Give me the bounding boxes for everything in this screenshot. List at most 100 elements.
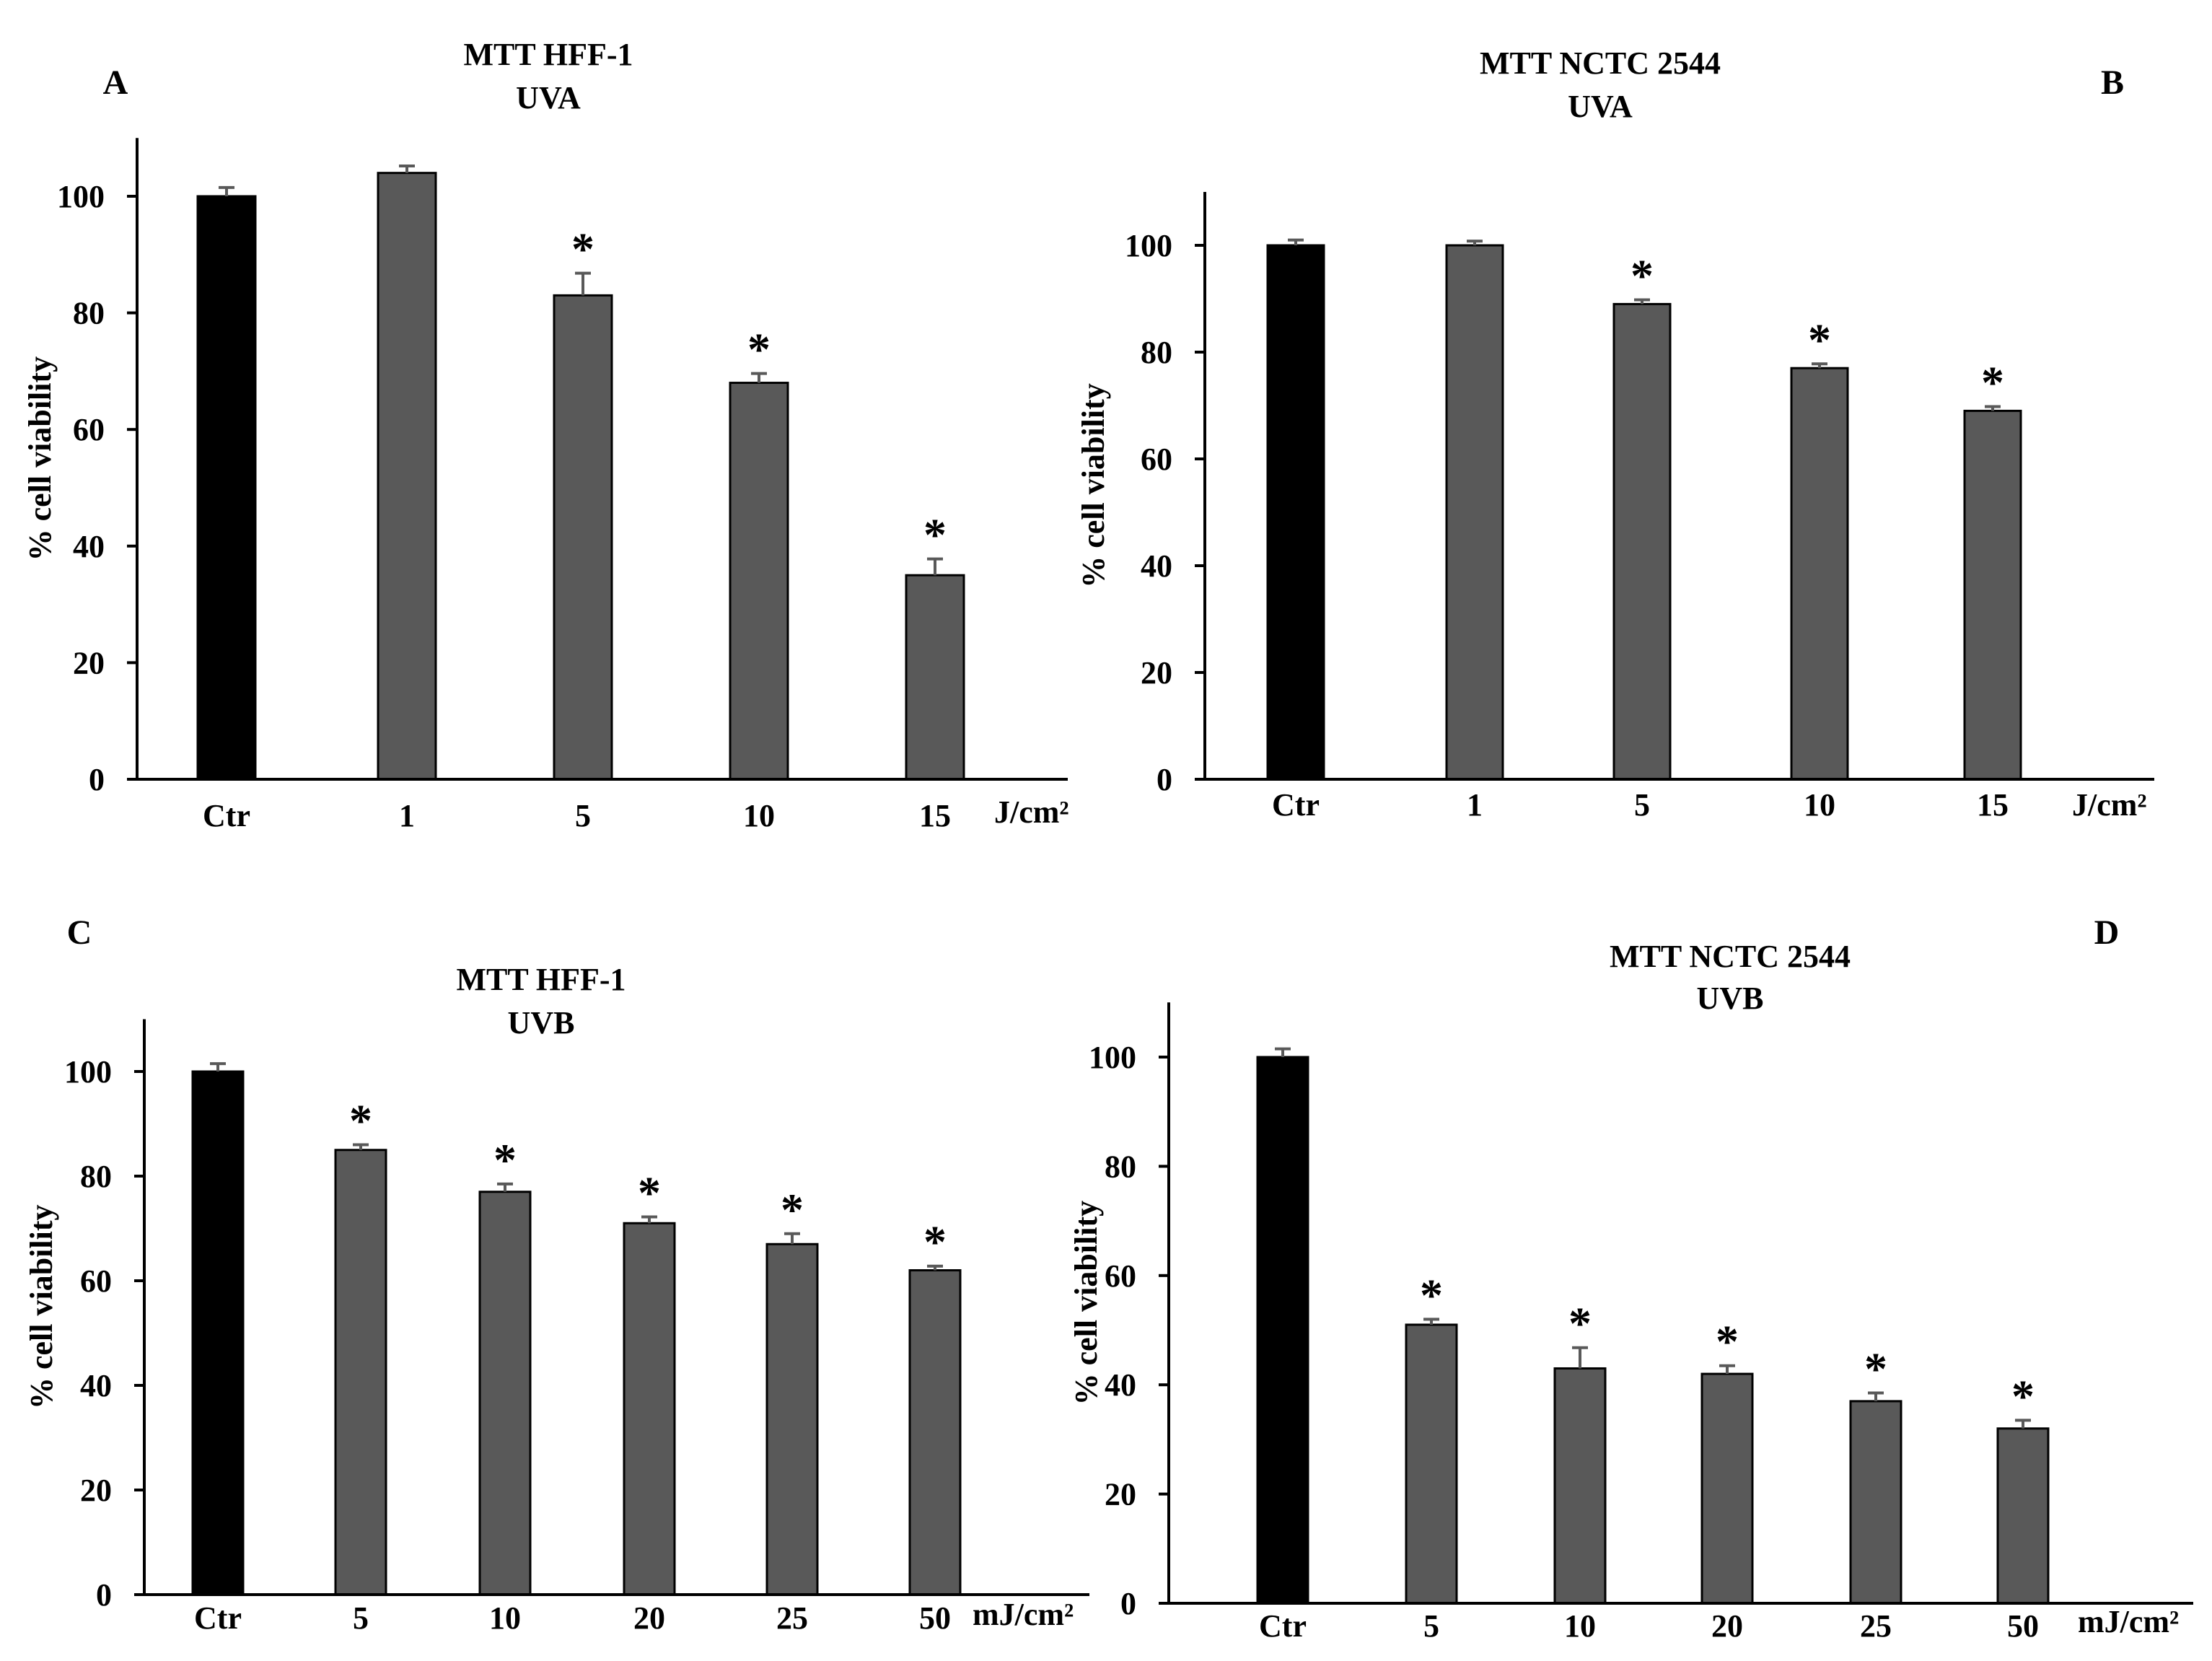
bar-1 [1445,244,1504,781]
y-tick-label: 60 [80,1263,112,1299]
chart-panel-c: C MTT HFF-1 UVB Ctr * 5 * 10 * 20 * 25 * 50 0 20 40 60 80 1… [24,913,1089,1636]
bar-10 [1553,1367,1607,1605]
bar-Ctr [1266,244,1325,781]
error-bar-Ctr [1275,1047,1291,1057]
y-tick-label: 0 [96,1577,112,1613]
bar-25 [1849,1400,1902,1605]
y-tick-label: 40 [1105,1367,1136,1403]
bar-10 [1790,367,1849,781]
error-bar-50 [927,1264,943,1271]
significance-marker: * [923,1217,947,1268]
error-bar-5 [1423,1318,1439,1325]
error-bar-Ctr [219,185,234,196]
significance-marker: * [1716,1316,1739,1367]
x-tick-label: 5 [1634,787,1650,823]
y-axis-label: % cell viability [1068,1201,1104,1406]
x-tick-label: 5 [1423,1608,1439,1644]
error-bar-5 [575,271,591,296]
y-tick-label: 0 [1120,1586,1136,1621]
x-unit-label: mJ/cm² [2078,1604,2179,1639]
bar-5 [1612,302,1672,781]
error-bar-25 [1868,1391,1884,1401]
error-bar-15 [1985,405,2001,411]
y-tick-label: 40 [80,1368,112,1403]
significance-marker: * [1864,1344,1887,1395]
y-axis-label: % cell viability [24,1204,59,1409]
y-tick-label: 20 [1141,655,1172,691]
error-bar-15 [927,557,943,576]
x-tick-label: 1 [1467,787,1483,823]
error-bar-10 [497,1182,513,1192]
chart-title: MTT HFF-1 [463,37,633,72]
x-tick-label: 15 [919,798,951,833]
significance-marker: * [1568,1298,1592,1349]
bar-Ctr [191,1070,245,1596]
y-tick-label: 100 [1089,1040,1136,1075]
x-tick-label: 10 [1564,1608,1596,1644]
chart-subtitle: UVB [508,1005,575,1040]
x-unit-label: mJ/cm² [973,1597,1074,1632]
significance-marker: * [781,1184,804,1235]
x-tick-label: 20 [1711,1608,1743,1644]
error-bar-20 [1719,1364,1735,1375]
error-bar-1 [399,164,415,173]
significance-marker: * [747,324,771,375]
y-tick-label: 100 [64,1054,112,1090]
error-bar-1 [1467,240,1483,245]
chart-panel-d: D MTT NCTC 2544 UVB Ctr * 5 * 10 * 20 * 25 * 50 0 20 40 6… [1068,913,2193,1644]
y-tick-label: 20 [73,645,105,680]
x-tick-label: 5 [575,798,591,833]
x-unit-label: J/cm² [2072,787,2147,823]
significance-marker: * [2011,1370,2035,1421]
y-tick-label: 100 [1125,228,1172,263]
y-axis-label: % cell viability [22,356,58,561]
x-tick-label: Ctr [203,798,250,833]
bar-50 [1996,1427,2050,1605]
x-tick-label: 5 [353,1600,369,1636]
significance-marker: * [1420,1269,1443,1320]
significance-marker: * [571,224,594,275]
x-tick-label: 50 [2007,1608,2039,1644]
error-bar-20 [641,1215,657,1224]
x-tick-label: Ctr [1259,1608,1307,1644]
y-axis-label: % cell viability [1076,383,1111,588]
chart-subtitle: UVA [1568,89,1633,124]
chart-panel-b: B MTT NCTC 2544 UVA Ctr 1 * 5 * 10 * 15 0 20 40 60 80 10… [1076,45,2154,823]
error-bar-10 [1572,1346,1588,1369]
error-bar-5 [1634,298,1650,304]
error-bar-50 [2015,1419,2031,1429]
bar-1 [377,172,437,781]
bar-5 [1405,1323,1458,1605]
chart-subtitle: UVB [1697,981,1764,1016]
bar-10 [729,382,789,781]
x-tick-label: 10 [743,798,775,833]
y-tick-label: 60 [73,412,105,447]
bar-Ctr [1256,1056,1309,1605]
panel-letter: A [103,63,128,102]
bar-50 [908,1269,962,1596]
bar-5 [334,1149,387,1596]
x-tick-label: 25 [776,1600,808,1636]
x-tick-label: 50 [919,1600,951,1636]
error-bar-Ctr [210,1062,226,1071]
x-tick-label: 25 [1860,1608,1892,1644]
chart-panel-a: A MTT HFF-1 UVA Ctr 1 * 5 * 10 * 15 0 20 40 60 80 100 % c… [22,37,1069,833]
x-tick-label: 15 [1977,787,2009,823]
panel-letter: D [2094,913,2120,952]
significance-marker: * [923,509,947,561]
significance-marker: * [1631,250,1654,301]
x-tick-label: 10 [1804,787,1835,823]
x-tick-label: Ctr [1272,787,1320,823]
y-tick-label: 40 [73,529,105,564]
error-bar-Ctr [1288,238,1304,245]
significance-marker: * [1981,356,2004,408]
chart-subtitle: UVA [516,80,581,115]
y-tick-label: 60 [1105,1258,1136,1294]
y-tick-label: 80 [1141,335,1172,370]
x-tick-label: 10 [489,1600,521,1636]
y-tick-label: 80 [1105,1149,1136,1184]
bar-20 [1700,1372,1754,1605]
significance-marker: * [349,1095,372,1147]
y-tick-label: 80 [80,1159,112,1194]
